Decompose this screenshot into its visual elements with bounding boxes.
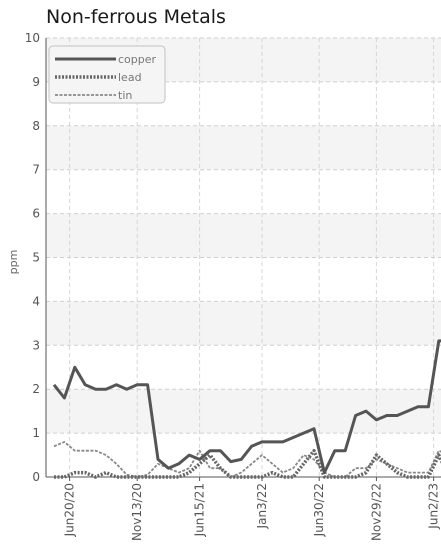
x-tick-label: Nov13/20 (130, 483, 144, 541)
y-tick-label: 4 (32, 294, 40, 308)
plot-band (46, 213, 441, 258)
plot-band (46, 389, 441, 434)
x-tick-label: Jun15/21 (193, 483, 207, 537)
plot-band (46, 125, 441, 170)
legend-label-lead: lead (118, 71, 142, 84)
axes (45, 38, 441, 478)
legend-label-copper: copper (118, 53, 157, 66)
y-tick-label: 2 (32, 382, 40, 396)
x-tick-label: Jun20/20 (63, 483, 77, 537)
y-tick-labels: 0 1 2 3 4 5 6 7 8 9 10 (25, 31, 40, 484)
y-tick-label: 3 (32, 338, 40, 352)
legend: copper lead tin (48, 45, 166, 104)
series-line-copper (52, 339, 441, 475)
y-tick-label: 8 (32, 119, 40, 133)
y-tick-label: 5 (32, 251, 40, 265)
series-line-lead (54, 448, 441, 479)
x-tick-labels: Jun20/20 Nov13/20 Jun15/21 Jan3/22 Jun30/22 N… (63, 477, 441, 541)
y-tick-label: 10 (25, 31, 40, 45)
x-tick-label: Nov29/22 (369, 483, 383, 541)
y-tick-label: 6 (32, 207, 40, 221)
y-tick-label: 9 (32, 75, 40, 89)
y-axis-label: ppm (7, 250, 20, 275)
series-lines (52, 339, 441, 479)
series-line-tin (53, 440, 441, 478)
chart-title: Non-ferrous Metals (46, 6, 226, 28)
y-tick-label: 1 (32, 426, 40, 440)
y-tick-label: 0 (32, 470, 40, 484)
legend-label-tin: tin (118, 89, 132, 102)
x-tick-label: Jan3/22 (255, 483, 269, 529)
x-tick-label: Jun2/23 (427, 483, 441, 530)
y-tick-label: 7 (32, 163, 40, 177)
plot-band (46, 301, 441, 346)
plot-bands (46, 38, 441, 434)
x-tick-label: Jun30/22 (312, 483, 326, 537)
